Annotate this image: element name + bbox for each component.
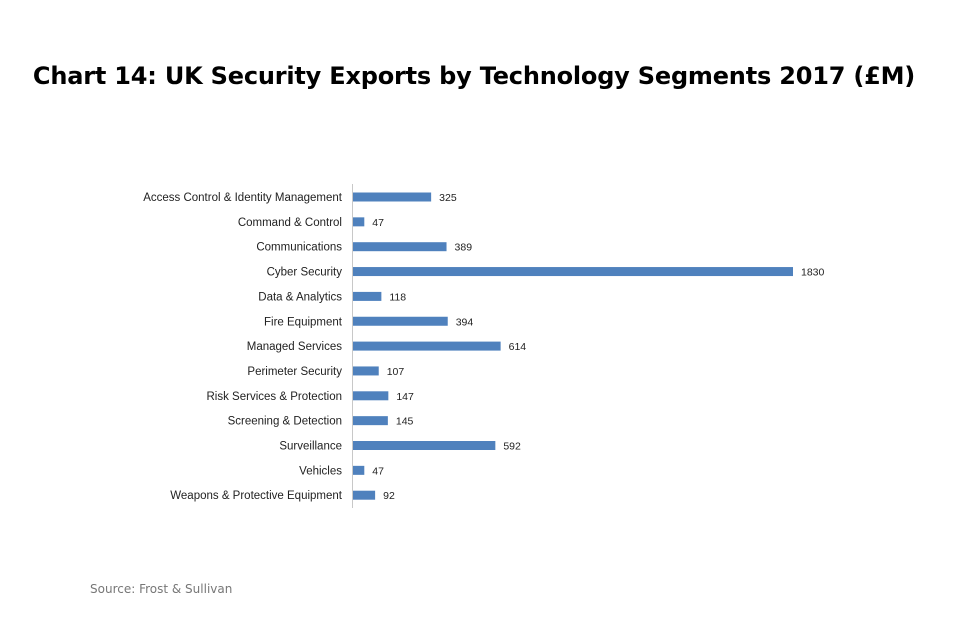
value-label: 325	[439, 192, 457, 204]
bar	[353, 391, 389, 401]
category-label: Risk Services & Protection	[207, 391, 343, 403]
bars-group: Access Control & Identity Management 325 C…	[143, 192, 824, 502]
bar	[353, 267, 793, 277]
value-label: 107	[387, 366, 405, 378]
category-label: Perimeter Security	[247, 366, 342, 378]
value-label: 389	[455, 242, 473, 254]
bar	[353, 341, 501, 351]
category-label: Access Control & Identity Management	[143, 192, 343, 204]
value-label: 47	[372, 217, 384, 229]
bar	[353, 465, 365, 475]
chart-title: Chart 14: UK Security Exports by Technol…	[32, 62, 916, 90]
source-note: Source: Frost & Sullivan	[90, 582, 233, 596]
category-label: Data & Analytics	[258, 291, 342, 303]
value-label: 614	[509, 341, 527, 353]
value-label: 394	[456, 316, 474, 328]
value-label: 47	[372, 465, 384, 477]
bar	[353, 490, 376, 500]
value-label: 1830	[801, 267, 825, 279]
value-label: 147	[396, 391, 414, 403]
value-label: 145	[396, 416, 414, 428]
bar	[353, 192, 432, 202]
category-label: Fire Equipment	[264, 316, 343, 328]
category-label: Communications	[256, 242, 342, 254]
value-label: 118	[389, 291, 406, 303]
bar	[353, 416, 388, 426]
value-label: 592	[503, 441, 521, 453]
category-label: Cyber Security	[267, 267, 343, 279]
bar	[353, 316, 448, 326]
category-label: Managed Services	[247, 341, 342, 353]
category-label: Vehicles	[299, 465, 342, 477]
bar	[353, 366, 379, 376]
bar	[353, 242, 447, 252]
bar	[353, 217, 365, 227]
bar	[353, 291, 382, 301]
value-label: 92	[383, 490, 395, 502]
category-label: Command & Control	[238, 217, 342, 229]
category-label: Screening & Detection	[228, 416, 342, 428]
category-label: Surveillance	[279, 441, 342, 453]
category-label: Weapons & Protective Equipment	[170, 490, 343, 502]
bar	[353, 441, 496, 450]
